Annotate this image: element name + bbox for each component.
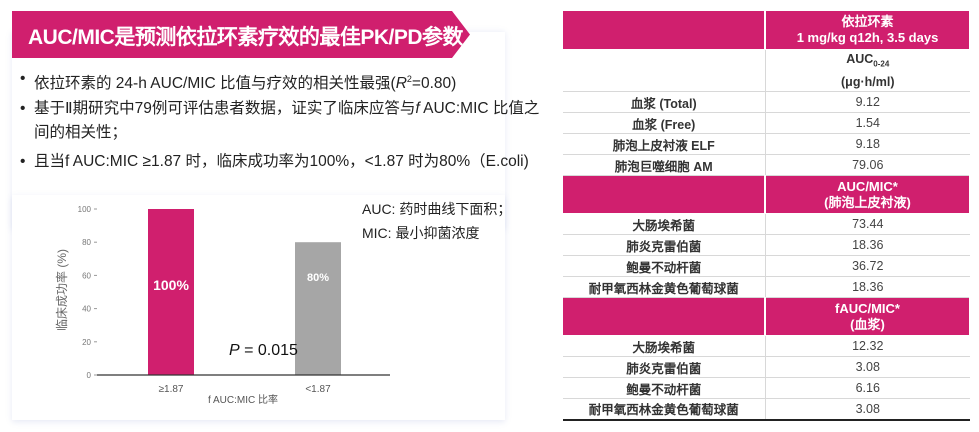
table-row: 血浆 (Free) 1.54 — [563, 112, 970, 134]
bullet-icon: • — [20, 70, 26, 87]
table-row: 耐甲氧西林金黄色葡萄球菌 18.36 — [563, 276, 970, 298]
row-value: 3.08 — [765, 356, 970, 378]
section-sub: 0-24 — [873, 59, 890, 68]
y-tick-label: 80 — [82, 238, 91, 247]
bullet-sup: 2 — [406, 74, 412, 84]
row-label: 鲍曼不动杆菌 — [563, 255, 766, 277]
table-row: 肺炎克雷伯菌 18.36 — [563, 234, 970, 256]
bullet-text-end: AUC:MIC 比值之间的相关性； — [34, 100, 540, 141]
table-row: 耐甲氧西林金黄色葡萄球菌 3.08 — [563, 398, 970, 421]
section-blank — [563, 175, 766, 214]
bullet-icon: • — [20, 100, 26, 117]
section-header-row: AUC/MIC* (肺泡上皮衬液) — [563, 175, 971, 214]
section-title: AUC/MIC* (肺泡上皮衬液) — [765, 175, 971, 214]
row-label: 大肠埃希菌 — [563, 213, 766, 235]
row-value: 18.36 — [765, 276, 970, 298]
table-row: 大肠埃希菌 73.44 — [563, 213, 970, 235]
p-label: P — [229, 342, 240, 359]
dose-regimen: 1 mg/kg q12h, 3.5 days — [796, 29, 939, 45]
row-value: 79.06 — [765, 154, 970, 176]
row-value: 3.08 — [765, 398, 970, 421]
header-blank — [563, 11, 766, 50]
y-tick-label: 20 — [82, 338, 91, 347]
section-title: fAUC/MIC* (血浆) — [765, 297, 971, 336]
section-blank — [563, 49, 766, 92]
bullet-italic: R — [395, 75, 407, 93]
section-metric: fAUC/MIC* — [835, 300, 900, 316]
section-blank — [563, 297, 766, 336]
bullet-italic: f — [415, 100, 420, 117]
table-row: 肺泡巨噬细胞 AM 79.06 — [563, 154, 970, 176]
table-row: 鲍曼不动杆菌 6.16 — [563, 377, 970, 399]
table-row: 鲍曼不动杆菌 36.72 — [563, 255, 970, 277]
section-header-row: fAUC/MIC* (血浆) — [563, 297, 971, 336]
section-metric: AUC/MIC* — [837, 178, 898, 194]
y-tick-label: 100 — [78, 205, 92, 214]
chart-card — [12, 195, 505, 420]
table-header-row: 依拉环素 1 mg/kg q12h, 3.5 days — [563, 11, 971, 50]
y-axis-title: 临床成功率 (%) — [54, 249, 69, 331]
row-value: 9.12 — [765, 91, 970, 113]
bullet-item: • 基于Ⅱ期研究中79例可评估患者数据，证实了临床应答与f AUC:MIC 比值之… — [20, 97, 540, 145]
bullet-icon: • — [20, 153, 26, 170]
section-title: AUC0-24 (μg·h/ml) — [765, 49, 970, 92]
bar-data-label: 100% — [153, 277, 189, 293]
row-label: 血浆 (Total) — [563, 91, 766, 113]
page-title: AUC/MIC是预测依拉环素疗效的最佳PK/PD参数 — [28, 26, 464, 49]
bullet-text: 依拉环素的 24-h AUC/MIC 比值与疗效的相关性最强( — [34, 75, 396, 93]
row-value: 36.72 — [765, 255, 970, 277]
x-axis-title: f AUC:MIC 比率 — [208, 393, 278, 406]
section-header-row: AUC0-24 (μg·h/ml) — [563, 49, 970, 92]
bar-chart: 0 20 40 60 80 100 100% ≥1.87 80% <1.87 f AUC:MIC 比… — [54, 205, 390, 406]
bar-1 — [295, 242, 341, 375]
row-value: 6.16 — [765, 377, 970, 399]
p-value-annotation: P = 0.015 — [229, 342, 298, 359]
bullet-item: • 且当f AUC:MIC ≥1.87 时，临床成功率为100%，<1.87 时为… — [20, 150, 540, 174]
section-unit: (μg·h/ml) — [841, 75, 895, 89]
header-drug: 依拉环素 1 mg/kg q12h, 3.5 days — [765, 11, 971, 50]
bar-0 — [148, 209, 194, 375]
bullet-item: • 依拉环素的 24-h AUC/MIC 比值与疗效的相关性最强(R2=0.80) — [20, 67, 540, 96]
pk-table: 依拉环素 1 mg/kg q12h, 3.5 days AUC0-24 (μg·h/m… — [563, 11, 971, 421]
title-banner: AUC/MIC是预测依拉环素疗效的最佳PK/PD参数 — [12, 11, 470, 58]
bullet-text: 基于Ⅱ期研究中79例可评估患者数据，证实了临床应答与 — [34, 100, 416, 117]
row-label: 血浆 (Free) — [563, 112, 766, 134]
section-unit: (肺泡上皮衬液) — [824, 194, 911, 210]
row-label: 肺炎克雷伯菌 — [563, 356, 766, 378]
note-mic: MIC: 最小抑菌浓度 — [362, 225, 480, 241]
drug-name: 依拉环素 — [841, 13, 894, 29]
row-label: 鲍曼不动杆菌 — [563, 377, 766, 399]
y-tick-label: 0 — [87, 371, 92, 380]
row-label: 耐甲氧西林金黄色葡萄球菌 — [563, 276, 766, 298]
y-tick-label: 40 — [82, 305, 91, 314]
bullet-text-end: =0.80) — [411, 75, 457, 93]
note-auc: AUC: 药时曲线下面积； — [362, 201, 512, 217]
row-value: 18.36 — [765, 234, 970, 256]
row-value: 9.18 — [765, 133, 970, 155]
section-metric: AUC — [846, 51, 874, 66]
row-label: 肺泡上皮衬液 ELF — [563, 133, 766, 155]
table-row: 大肠埃希菌 12.32 — [563, 335, 970, 357]
x-tick-label: <1.87 — [305, 384, 331, 395]
x-tick-label: ≥1.87 — [159, 384, 184, 395]
table-row: 血浆 (Total) 9.12 — [563, 91, 970, 113]
row-label: 肺泡巨噬细胞 AM — [563, 154, 766, 176]
row-label: 肺炎克雷伯菌 — [563, 234, 766, 256]
section-unit: (血浆) — [850, 316, 885, 332]
y-tick-label: 60 — [82, 271, 91, 280]
bullet-text: 且当f AUC:MIC ≥1.87 时，临床成功率为100%，<1.87 时为8… — [34, 153, 529, 170]
row-label: 耐甲氧西林金黄色葡萄球菌 — [563, 398, 766, 421]
row-value: 1.54 — [765, 112, 970, 134]
row-value: 73.44 — [765, 213, 970, 235]
bar-data-label: 80% — [307, 272, 329, 284]
row-label: 大肠埃希菌 — [563, 335, 766, 357]
table-row: 肺泡上皮衬液 ELF 9.18 — [563, 133, 970, 155]
p-value: = 0.015 — [240, 342, 298, 359]
table-row: 肺炎克雷伯菌 3.08 — [563, 356, 970, 378]
row-value: 12.32 — [765, 335, 970, 357]
